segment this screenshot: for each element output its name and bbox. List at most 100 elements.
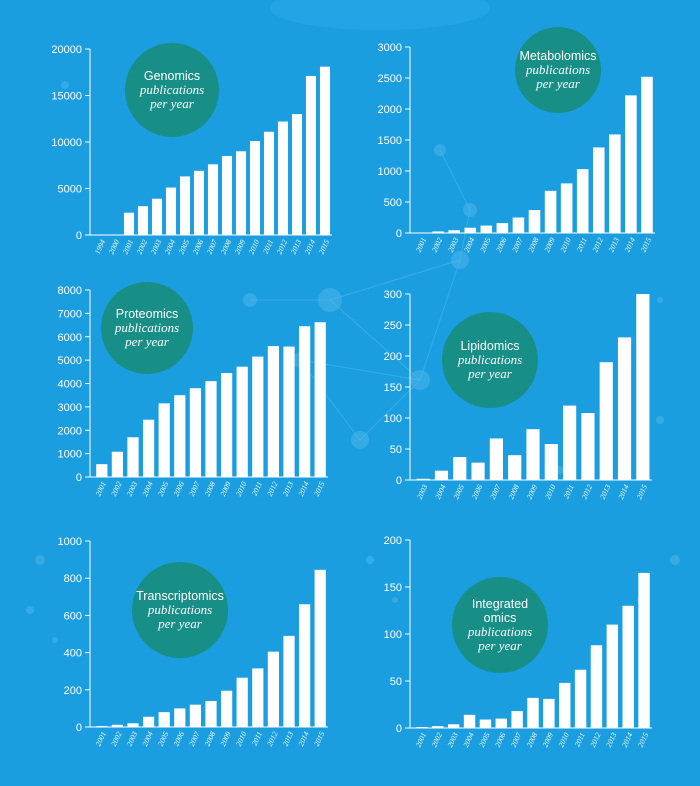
x-tick-label: 2015 (317, 238, 332, 256)
bar (560, 183, 573, 233)
x-tick-label: 2009 (525, 483, 540, 501)
x-tick-labels: 2001 2002 2003 2004 2005 2006 2007 2008 2009 2010… (414, 236, 654, 254)
bar (298, 326, 311, 477)
x-tick-label: 2001 (414, 236, 428, 253)
badge-title: Lipidomics (460, 339, 519, 353)
y-tick-label: 150 (384, 382, 402, 394)
x-tick-label: 2003 (125, 480, 140, 498)
bar (489, 438, 503, 480)
bar (464, 227, 477, 233)
bar (479, 719, 492, 728)
y-tick-label: 300 (384, 289, 402, 301)
x-tick-label: 2013 (281, 730, 296, 748)
x-tick-label: 2006 (171, 480, 186, 498)
chart-badge: Lipidomics publications per year (442, 312, 538, 408)
bar (221, 155, 233, 235)
bars (96, 322, 326, 477)
bar (96, 726, 108, 727)
chart-badge: Proteomics publications per year (101, 282, 193, 374)
x-tick-label: 2010 (543, 483, 558, 501)
x-tick-label: 2006 (494, 236, 509, 254)
bar (252, 356, 264, 477)
x-tick-label: 2012 (265, 480, 280, 498)
x-tick-label: 2015 (639, 236, 654, 254)
badge-circle (101, 282, 193, 374)
bar (496, 223, 509, 233)
x-tick-label: 2003 (446, 236, 461, 254)
bar (174, 395, 186, 477)
bar (512, 217, 525, 233)
x-tick-label: 2010 (234, 730, 249, 748)
y-ticks: 0 1000 2000 3000 4000 5000 6000 7000 8000 (58, 285, 90, 484)
badge-subtitle-line: publications (139, 82, 204, 97)
x-tick-label: 2015 (312, 730, 327, 748)
x-tick-label: 2001 (93, 730, 107, 747)
bar (617, 337, 632, 480)
bar (137, 206, 149, 235)
x-tick-label: 2003 (149, 238, 164, 256)
chart-badge: Metabolomics publications per year (515, 27, 601, 113)
bar (96, 464, 108, 477)
y-tick-label: 5000 (58, 184, 82, 196)
y-tick-label: 250 (384, 320, 402, 332)
bar (111, 724, 124, 727)
x-tick-labels: 2001 2002 2003 2004 2005 2006 2007 2008 2009 2010… (93, 730, 326, 748)
badge-title-line: Proteomics (116, 307, 179, 321)
badge-circle (125, 43, 219, 137)
bar (544, 444, 558, 480)
badge-title: Proteomics (116, 307, 179, 321)
bars (416, 294, 650, 480)
badge-subtitle: publications per year (139, 82, 204, 111)
badge-title-line: Lipidomics (460, 339, 519, 353)
y-tick-label: 3000 (378, 42, 402, 54)
x-tick-label: 2004 (462, 236, 477, 254)
chart-badge: Integrated omics publications per year (452, 577, 548, 673)
bar (236, 366, 248, 477)
badge-subtitle-line: per year (157, 616, 203, 631)
y-tick-label: 50 (390, 676, 402, 688)
y-tick-label: 2500 (378, 73, 402, 85)
bar (158, 403, 170, 477)
badge-subtitle: publications per year (467, 624, 532, 653)
x-tick-label: 2007 (187, 730, 202, 748)
bar (592, 147, 605, 233)
bar (127, 437, 139, 477)
bar (142, 419, 155, 477)
bar (641, 76, 653, 233)
bar (447, 724, 460, 728)
bar (267, 346, 280, 477)
x-tick-label: 2006 (470, 483, 485, 501)
y-tick-label: 150 (384, 582, 402, 594)
y-tick-label: 0 (396, 228, 402, 240)
x-tick-label: 1994 (93, 238, 108, 256)
x-tick-label: 2005 (451, 483, 466, 501)
y-ticks: 0 200 400 600 800 1000 (58, 536, 90, 734)
x-tick-label: 2009 (542, 236, 557, 254)
bar (263, 131, 275, 235)
badge-subtitle-line: per year (149, 96, 195, 111)
bar (527, 697, 539, 728)
badge-subtitle-line: publications (525, 62, 590, 77)
bar (314, 569, 326, 727)
x-tick-label: 2012 (590, 236, 605, 254)
y-tick-label: 15000 (51, 91, 82, 103)
badge-title-line: Transcriptomics (136, 589, 224, 603)
badge-title: Genomics (144, 69, 200, 83)
badge-circle (132, 562, 228, 658)
y-tick-label: 0 (396, 475, 402, 487)
bar (123, 212, 135, 235)
bar (638, 572, 650, 728)
chart-badge: Genomics publications per year (125, 43, 219, 137)
bar (508, 455, 522, 480)
bar (463, 714, 476, 728)
badge-subtitle-line: per year (477, 638, 523, 653)
x-tick-label: 2004 (163, 238, 178, 256)
bar (305, 75, 317, 235)
bar (158, 712, 170, 727)
x-tick-label: 2005 (156, 730, 171, 748)
bar (193, 170, 205, 235)
bar (277, 121, 289, 235)
x-tick-label: 2010 (234, 480, 249, 498)
bars (96, 569, 326, 727)
x-tick-label: 2014 (620, 731, 635, 749)
